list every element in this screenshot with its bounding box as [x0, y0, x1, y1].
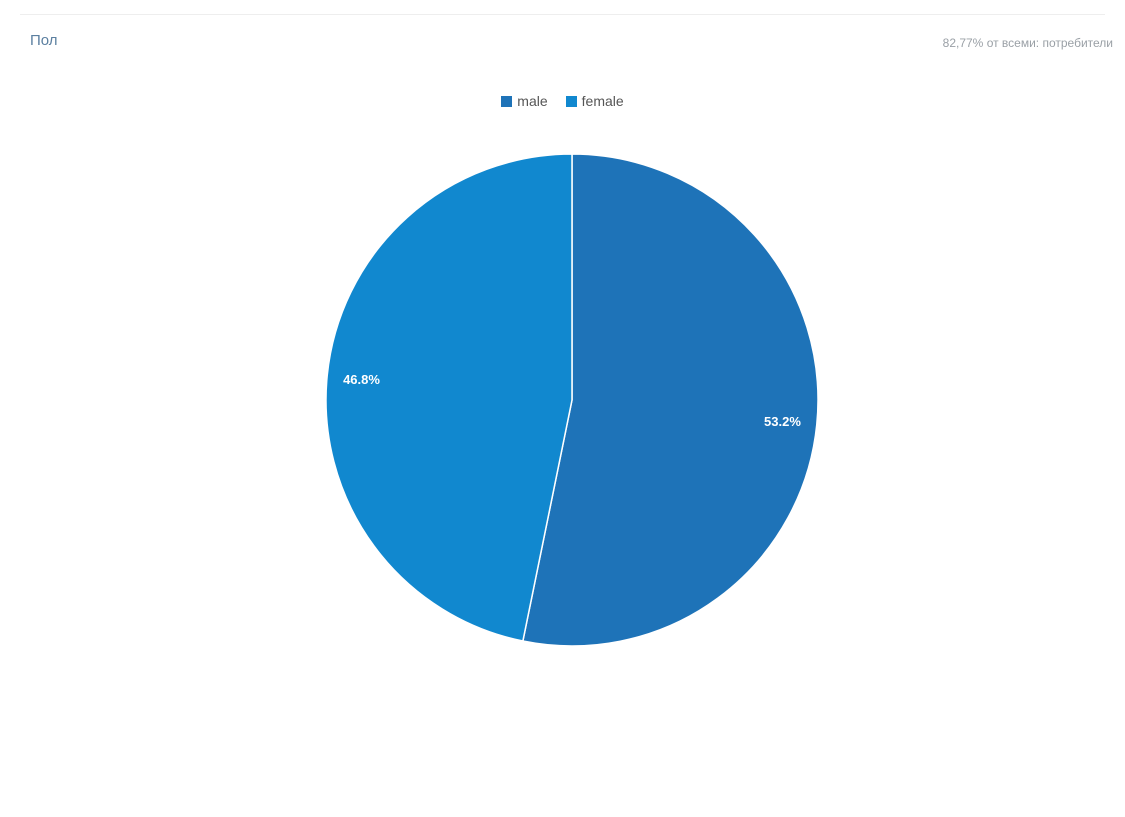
- pie-label-female: 46.8%: [343, 372, 380, 387]
- pie-labels: 53.2% 46.8%: [343, 372, 801, 429]
- pie-slices: [325, 153, 819, 647]
- chart-legend: male female: [0, 93, 1125, 109]
- legend-swatch-male: [501, 95, 513, 107]
- legend-item-male[interactable]: male: [501, 93, 548, 109]
- legend-label-male: male: [517, 93, 548, 109]
- pie-label-male: 53.2%: [764, 414, 801, 429]
- pie-slice-female[interactable]: [325, 153, 573, 642]
- pie-slice-male[interactable]: [521, 153, 819, 647]
- legend-item-female[interactable]: female: [565, 93, 624, 109]
- chart-subtitle: 82,77% от всеми: потребители: [942, 36, 1113, 50]
- chart-title: Пол: [30, 32, 58, 49]
- legend-swatch-female: [565, 95, 577, 107]
- legend-label-female: female: [581, 93, 624, 109]
- top-divider: [20, 14, 1105, 15]
